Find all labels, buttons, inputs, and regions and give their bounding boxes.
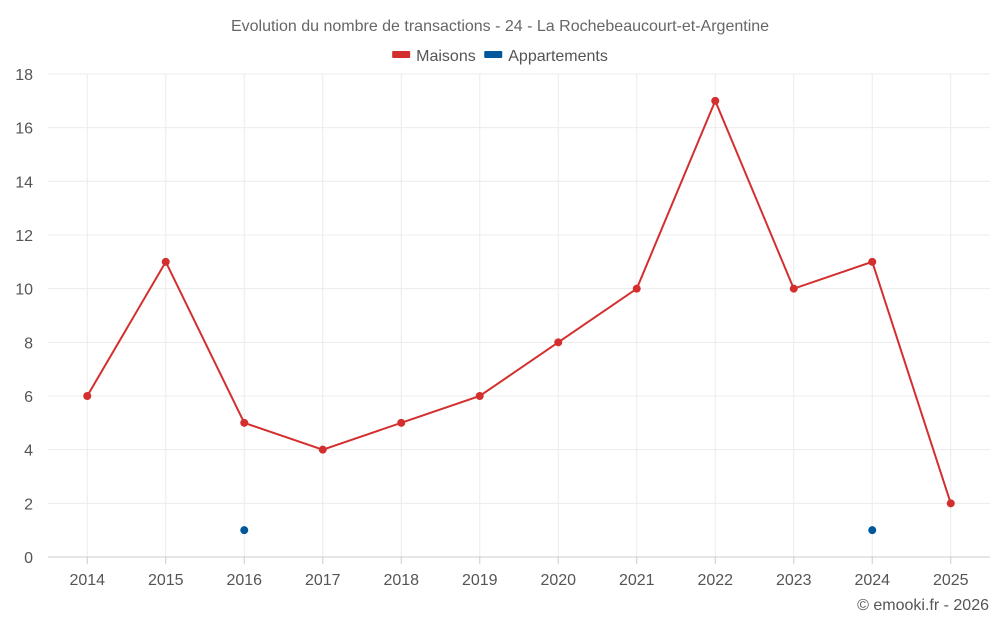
legend-swatch-maisons xyxy=(392,51,411,58)
legend-item-maisons[interactable]: Maisons xyxy=(392,48,476,65)
series-appartements xyxy=(240,526,877,535)
credit-text: © emooki.fr - 2026 xyxy=(857,597,989,614)
data-point-maisons[interactable] xyxy=(475,392,484,400)
y-tick-label: 12 xyxy=(15,228,33,245)
x-tick-label: 2025 xyxy=(933,572,969,589)
x-tick-label: 2022 xyxy=(697,572,733,589)
legend-label-appartements: Appartements xyxy=(508,48,608,65)
y-tick-label: 16 xyxy=(15,121,33,138)
data-point-maisons[interactable] xyxy=(318,445,327,454)
series-line-maisons xyxy=(86,98,952,504)
data-point-maisons[interactable] xyxy=(632,284,641,293)
y-tick-label: 10 xyxy=(15,282,33,299)
data-point-maisons[interactable] xyxy=(868,257,877,266)
data-point-maisons[interactable] xyxy=(397,418,406,427)
data-point-maisons[interactable] xyxy=(711,96,720,105)
series-maisons xyxy=(83,96,955,508)
y-tick-label: 2 xyxy=(24,496,33,513)
x-tick-label: 2021 xyxy=(619,572,655,589)
x-tick-label: 2014 xyxy=(69,572,105,589)
x-tick-label: 2017 xyxy=(305,572,341,589)
legend-swatch-appartements xyxy=(484,51,503,58)
data-point-maisons[interactable] xyxy=(554,338,563,347)
x-tick-label: 2023 xyxy=(776,572,812,589)
y-tick-label: 14 xyxy=(15,174,33,191)
grid xyxy=(48,73,990,557)
chart-title: Evolution du nombre de transactions - 24… xyxy=(231,18,769,35)
legend: Maisons Appartements xyxy=(392,48,608,65)
y-tick-label: 8 xyxy=(24,335,33,352)
data-point-maisons[interactable] xyxy=(789,284,798,293)
x-tick-label: 2015 xyxy=(148,572,184,589)
axes: 0 2 4 6 8 10 12 14 16 18 2014 2015 2016 2017 2018 2019 2… xyxy=(15,67,990,589)
data-point-appartements[interactable] xyxy=(868,526,877,535)
data-point-maisons[interactable] xyxy=(240,418,249,427)
data-point-maisons[interactable] xyxy=(161,257,170,266)
x-tick-label: 2024 xyxy=(854,572,890,589)
y-tick-label: 0 xyxy=(24,550,33,567)
y-tick-label: 6 xyxy=(24,389,33,406)
legend-item-appartements[interactable]: Appartements xyxy=(484,48,608,65)
data-point-maisons[interactable] xyxy=(83,392,92,400)
data-point-maisons[interactable] xyxy=(946,499,955,508)
data-point-appartements[interactable] xyxy=(240,526,249,535)
x-tick-label: 2016 xyxy=(226,572,262,589)
y-tick-label: 18 xyxy=(15,67,33,84)
y-tick-label: 4 xyxy=(24,443,33,460)
x-tick-label: 2019 xyxy=(462,572,498,589)
x-tick-label: 2018 xyxy=(383,572,419,589)
series xyxy=(83,96,955,535)
x-tick-label: 2020 xyxy=(540,572,576,589)
legend-label-maisons: Maisons xyxy=(416,48,476,65)
